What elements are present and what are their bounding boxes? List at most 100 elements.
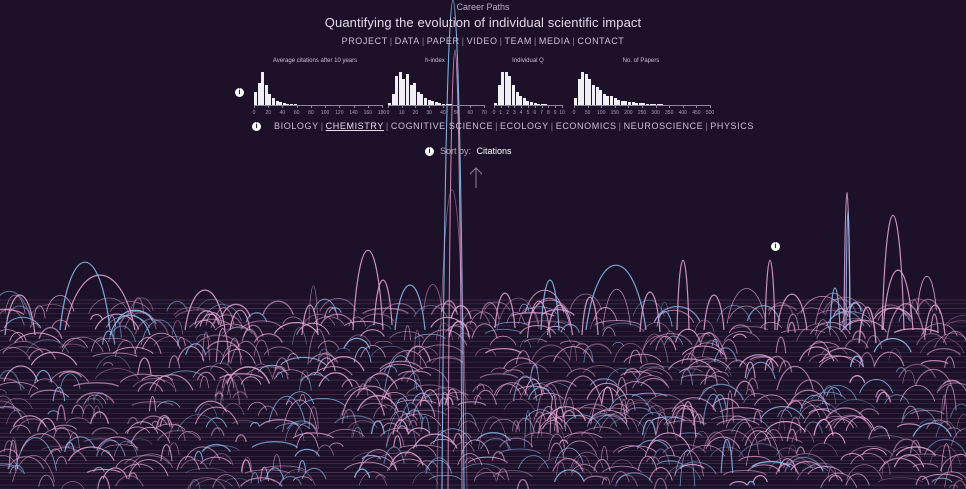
career-arc (202, 331, 210, 361)
career-arc (809, 342, 840, 348)
career-arc (212, 474, 240, 488)
career-arc (185, 467, 228, 473)
career-arc (512, 375, 538, 401)
career-arc (38, 326, 63, 340)
career-arc (709, 446, 744, 458)
field-link-economics[interactable]: ECONOMICS (555, 121, 617, 131)
career-arc (232, 420, 257, 425)
histogram-bar (599, 89, 603, 105)
field-link-ecology[interactable]: ECOLOGY (500, 121, 549, 131)
career-arc (9, 464, 25, 475)
field-link-chemistry[interactable]: CHEMISTRY (325, 121, 384, 131)
career-arc (392, 419, 410, 435)
career-arc (59, 261, 111, 331)
nav-link-paper[interactable]: PAPER (426, 36, 460, 46)
career-arc (519, 324, 557, 335)
career-arc (833, 415, 873, 429)
career-arc (916, 333, 948, 346)
field-link-cognitive-science[interactable]: COGNITIVE SCIENCE (390, 121, 494, 131)
career-arc (845, 473, 870, 486)
field-link-physics[interactable]: PHYSICS (710, 121, 754, 131)
career-arc (260, 465, 306, 471)
help-marker-sort[interactable]: i (425, 147, 434, 156)
career-arc (896, 423, 922, 428)
career-arc (94, 313, 140, 330)
career-arc (638, 365, 681, 372)
career-arc (741, 426, 777, 442)
career-arc (249, 363, 273, 378)
field-link-neuroscience[interactable]: NEUROSCIENCE (623, 121, 704, 131)
career-arc (886, 303, 926, 340)
career-arc (612, 445, 647, 454)
career-arc (745, 431, 782, 466)
career-arc (788, 389, 828, 406)
histogram-title: No. of Papers (622, 58, 660, 64)
help-marker-fields[interactable]: i (252, 122, 261, 131)
career-arc (923, 439, 966, 456)
nav-link-team[interactable]: TEAM (504, 36, 532, 46)
nav-link-video[interactable]: VIDEO (466, 36, 498, 46)
career-arc (679, 463, 705, 470)
career-arc (383, 446, 405, 464)
career-arc (91, 337, 111, 352)
career-arc (9, 437, 18, 464)
career-arc (8, 439, 18, 470)
career-arc (352, 451, 395, 461)
histogram-tick-label: 6 (533, 110, 537, 116)
histogram-bar (656, 104, 660, 105)
histogram-tick-label: 3 (513, 110, 516, 116)
nav-link-media[interactable]: MEDIA (538, 36, 571, 46)
career-arc (221, 327, 253, 335)
career-arc (176, 414, 220, 432)
histogram-bar (537, 103, 541, 105)
career-arc (326, 429, 365, 437)
career-arc (0, 290, 33, 324)
histogram-tick-label: 60 (467, 110, 474, 116)
histogram-bar (391, 94, 395, 105)
histogram-title: Average citations after 10 years (272, 58, 358, 64)
nav-link-project[interactable]: PROJECT (341, 36, 388, 46)
career-arc (874, 304, 907, 316)
histogram-bar (533, 102, 537, 105)
career-arc (700, 375, 730, 385)
sort-value-dropdown[interactable]: Citations (476, 146, 512, 156)
nav-link-contact[interactable]: CONTACT (577, 36, 625, 46)
field-link-biology[interactable]: BIOLOGY (274, 121, 319, 131)
histogram-tick-mark (682, 105, 684, 108)
career-arc (663, 415, 694, 426)
career-arc (716, 418, 760, 426)
help-marker-arcs[interactable]: i (771, 242, 780, 251)
career-arc (474, 389, 498, 406)
career-arc (656, 310, 673, 327)
career-arc (52, 386, 66, 402)
histogram-bar (406, 74, 409, 105)
career-arc (476, 383, 485, 390)
career-arc (933, 332, 966, 349)
career-arc (376, 452, 422, 460)
career-arc (124, 426, 150, 434)
nav-link-data[interactable]: DATA (394, 36, 420, 46)
career-arc (12, 415, 47, 428)
career-arc (215, 390, 224, 402)
career-arc (30, 351, 78, 366)
career-arc (149, 374, 194, 391)
help-marker-histograms[interactable]: i (235, 88, 244, 97)
career-arc (347, 420, 378, 429)
career-arc (642, 322, 671, 332)
career-arc (189, 478, 201, 489)
nav-separator: | (389, 36, 393, 46)
career-arc (942, 315, 966, 330)
career-arc (876, 391, 892, 403)
career-arc (0, 389, 7, 395)
career-arc (608, 393, 651, 411)
career-arc (639, 363, 665, 370)
career-arc (563, 375, 603, 406)
career-arc (620, 371, 653, 377)
career-arc (184, 289, 226, 331)
career-arc (676, 259, 690, 331)
career-arc (95, 439, 126, 457)
career-arc (632, 370, 663, 375)
histogram-tick-mark (555, 105, 557, 108)
career-arc (674, 461, 717, 475)
